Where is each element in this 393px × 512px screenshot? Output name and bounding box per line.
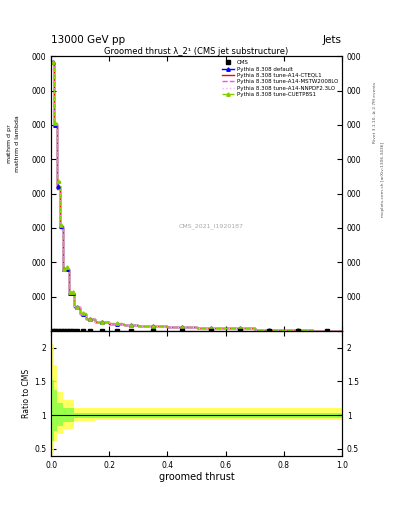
- Y-axis label: Ratio to CMS: Ratio to CMS: [22, 369, 31, 418]
- Text: mcplots.cern.ch [arXiv:1306.3436]: mcplots.cern.ch [arXiv:1306.3436]: [381, 142, 385, 217]
- Text: 1
mathrm d N$_\mathrm{jet}$
mathrm d p$_T$
mathrm d lambda: 1 mathrm d N$_\mathrm{jet}$ mathrm d p$_…: [0, 115, 20, 172]
- Legend: CMS, Pythia 8.308 default, Pythia 8.308 tune-A14-CTEQL1, Pythia 8.308 tune-A14-M: CMS, Pythia 8.308 default, Pythia 8.308 …: [221, 59, 339, 98]
- Text: Jets: Jets: [323, 35, 342, 45]
- Text: Rivet 3.1.10, ≥ 2.7M events: Rivet 3.1.10, ≥ 2.7M events: [373, 82, 377, 143]
- Text: 13000 GeV pp: 13000 GeV pp: [51, 35, 125, 45]
- X-axis label: groomed thrust: groomed thrust: [159, 472, 234, 482]
- Title: Groomed thrust λ_2¹ (CMS jet substructure): Groomed thrust λ_2¹ (CMS jet substructur…: [105, 47, 288, 55]
- Text: CMS_2021_I1920187: CMS_2021_I1920187: [178, 224, 244, 229]
